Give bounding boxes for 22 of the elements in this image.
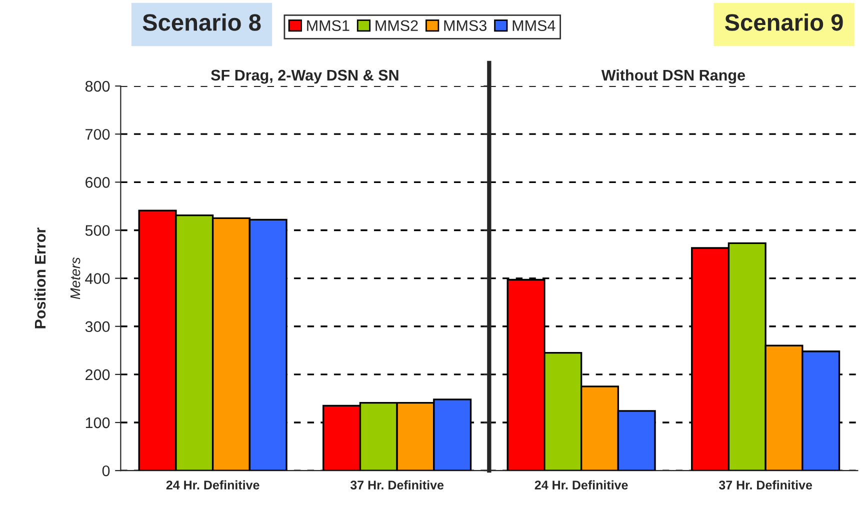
legend-label: MMS2 xyxy=(376,20,418,32)
y-tick-label: 700 xyxy=(86,128,110,140)
x-tick-label: 24 Hr. Definitive xyxy=(166,480,260,490)
x-tick-label: 37 Hr. Definitive xyxy=(350,480,444,490)
y-tick-label: 600 xyxy=(86,177,110,188)
chart-subtitle: Without DSN Range xyxy=(601,69,745,84)
y-tick-label: 300 xyxy=(85,321,110,332)
text: Position Error Meters xyxy=(34,228,80,328)
x-tick-label: 37 Hr. Definitive xyxy=(718,480,812,490)
chart-subtitle: SF Drag, 2-Way DSN & SN xyxy=(211,70,398,84)
x-tick-label: 24 Hr. Definitive xyxy=(534,480,628,490)
y-tick-label: 500 xyxy=(85,225,110,236)
y-tick-label: 400 xyxy=(85,273,110,284)
y-tick-label: 100 xyxy=(86,417,110,428)
y-tick-label: 0 xyxy=(102,465,110,476)
legend-label: MMS4 xyxy=(512,20,556,32)
legend-label: MMS3 xyxy=(444,20,486,32)
chart-title: Scenario 8 xyxy=(142,13,261,31)
legend-label: MMS1 xyxy=(307,20,350,32)
chart-title: Scenario 9 xyxy=(724,13,843,31)
y-tick-label: 200 xyxy=(86,369,110,380)
y-tick-label: 800 xyxy=(85,80,110,92)
